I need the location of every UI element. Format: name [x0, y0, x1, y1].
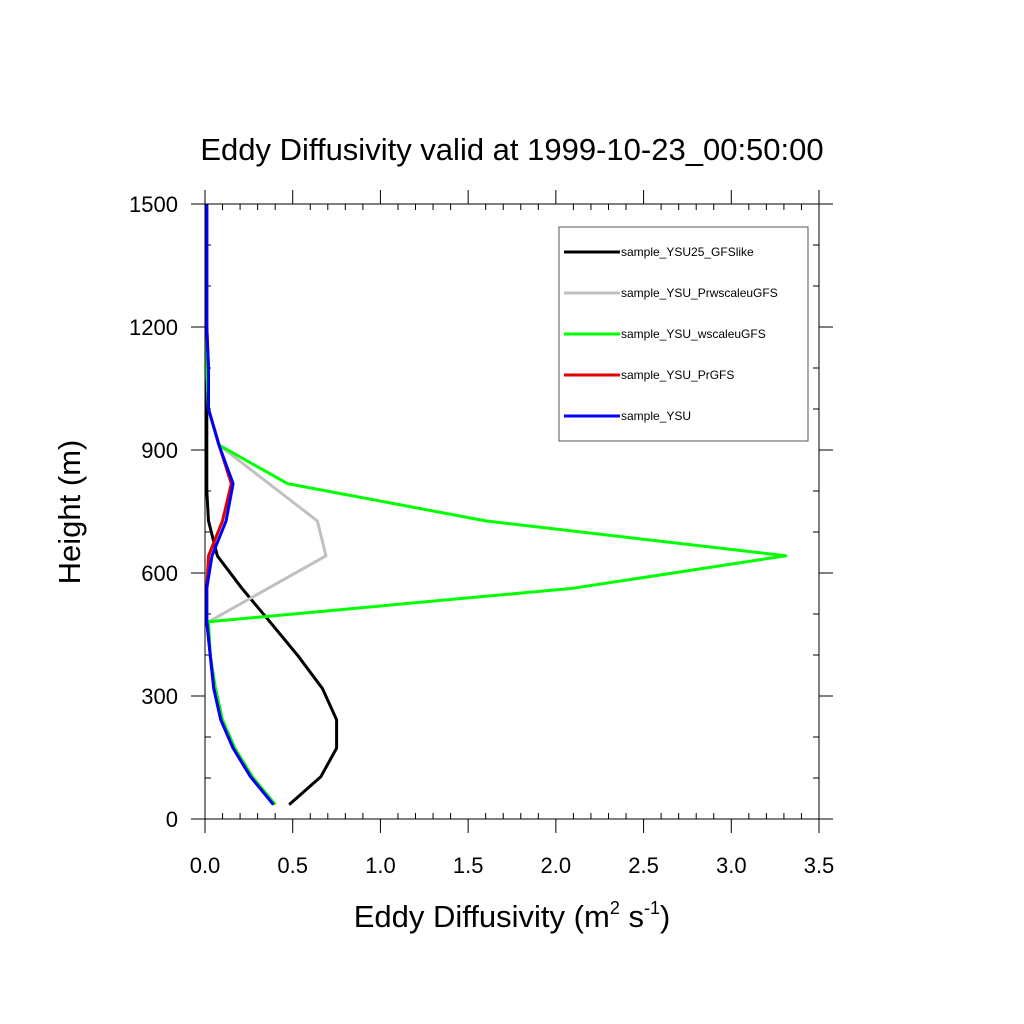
y-tick-label: 0 [166, 807, 178, 832]
y-axis-title: Height (m) [52, 440, 87, 585]
x-tick-label: 2.0 [541, 853, 572, 878]
legend-items: sample_YSU25_GFSlike sample_YSU_Prwscaleu… [564, 245, 778, 423]
legend-label: sample_YSU_wscaleuGFS [621, 327, 766, 341]
y-tick-label: 1200 [129, 315, 178, 340]
x-tick-label: 2.5 [628, 853, 659, 878]
legend: sample_YSU25_GFSlike sample_YSU_Prwscaleu… [558, 226, 809, 442]
y-axis: 0 300 600 900 1200 1500 [129, 192, 833, 832]
legend-label: sample_YSU25_GFSlike [621, 245, 754, 259]
x-axis-title: Eddy Diffusivity (m2 s-1) [354, 898, 671, 934]
y-tick-label: 900 [141, 438, 178, 463]
series-layer [205, 204, 788, 806]
y-tick-label: 300 [141, 684, 178, 709]
series-line [205, 204, 275, 806]
legend-label: sample_YSU [621, 409, 691, 423]
legend-label: sample_YSU_PrGFS [621, 368, 734, 382]
x-tick-label: 0.5 [277, 853, 308, 878]
x-tick-label: 1.5 [453, 853, 484, 878]
y-tick-label: 1500 [129, 192, 178, 217]
y-tick-label: 600 [141, 561, 178, 586]
x-tick-label: 1.0 [365, 853, 396, 878]
x-tick-label: 0.0 [190, 853, 221, 878]
plot-frame [204, 203, 820, 820]
series-line [205, 204, 275, 806]
legend-label: sample_YSU_PrwscaleuGFS [621, 286, 778, 300]
x-tick-label: 3.5 [804, 853, 835, 878]
x-axis: 0.0 0.5 1.0 1.5 2.0 2.5 3.0 3.5 [190, 190, 835, 878]
series-line [205, 204, 328, 806]
chart-title: Eddy Diffusivity valid at 1999-10-23_00:… [200, 132, 823, 167]
x-tick-label: 3.0 [716, 853, 747, 878]
